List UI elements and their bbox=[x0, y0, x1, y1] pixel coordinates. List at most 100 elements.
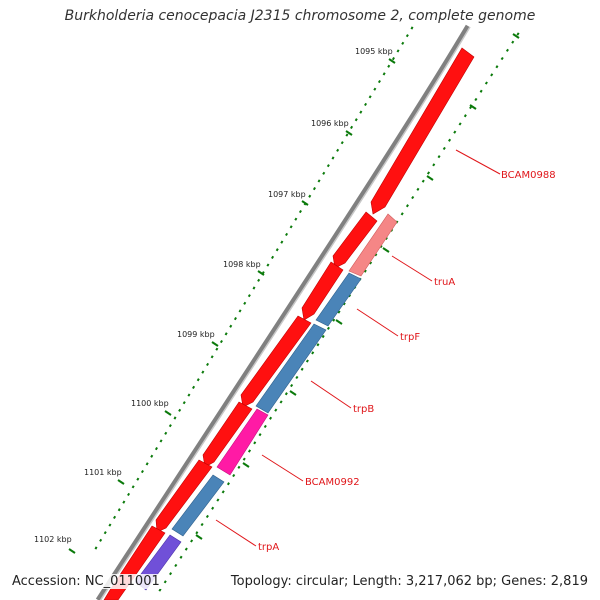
genome-backbone bbox=[95, 24, 471, 600]
outer-tick bbox=[266, 263, 270, 267]
outer-tick bbox=[294, 217, 298, 221]
outer-tick bbox=[173, 416, 177, 420]
outer-kbp-mark bbox=[164, 410, 172, 416]
outer-tick bbox=[145, 462, 149, 466]
outer-tick bbox=[396, 49, 400, 53]
cds-outer-3[interactable] bbox=[301, 261, 344, 321]
inner-tick bbox=[200, 522, 204, 527]
kbp-label-1101: 1101 kbp bbox=[84, 468, 122, 477]
outer-tick bbox=[99, 538, 103, 542]
leader-bcam0992 bbox=[261, 454, 304, 482]
outer-tick bbox=[317, 179, 321, 183]
inner-tick bbox=[463, 114, 467, 118]
inner-tick bbox=[247, 449, 252, 453]
inner-tick bbox=[253, 441, 257, 445]
inner-tick bbox=[416, 187, 420, 191]
outer-tick bbox=[401, 41, 405, 45]
outer-tick bbox=[257, 278, 261, 282]
inner-tick bbox=[237, 465, 241, 469]
label-trpb[interactable]: trpB bbox=[353, 404, 374, 415]
inner-tick bbox=[421, 179, 425, 183]
inner-tick bbox=[263, 424, 267, 429]
inner-tick bbox=[205, 514, 209, 519]
cds-bcam0988[interactable] bbox=[370, 47, 475, 215]
outer-tick bbox=[368, 95, 372, 99]
outer-tick bbox=[247, 294, 251, 298]
outer-kbp-mark bbox=[117, 479, 125, 485]
outer-tick bbox=[308, 194, 312, 198]
outer-tick bbox=[229, 324, 233, 328]
inner-tick bbox=[384, 236, 388, 241]
outer-tick bbox=[280, 240, 284, 244]
inner-tick bbox=[163, 580, 167, 584]
outer-tick bbox=[243, 301, 247, 305]
inner-tick bbox=[300, 367, 304, 371]
label-trua[interactable]: truA bbox=[434, 277, 455, 288]
outer-tick-track bbox=[94, 26, 414, 550]
inner-tick bbox=[190, 539, 194, 543]
outer-kbp-mark bbox=[68, 548, 76, 554]
label-bcam0992[interactable]: BCAM0992 bbox=[305, 477, 360, 488]
cds-outer-4[interactable] bbox=[240, 315, 312, 408]
outer-tick bbox=[154, 446, 158, 451]
map-title: Burkholderia cenocepacia J2315 chromosom… bbox=[64, 8, 536, 24]
cds-outer-2[interactable] bbox=[332, 211, 378, 269]
inner-tick bbox=[258, 433, 262, 437]
inner-tick bbox=[337, 310, 341, 314]
gene-trpf[interactable] bbox=[315, 272, 362, 327]
outer-tick bbox=[210, 355, 214, 359]
outer-tick bbox=[94, 546, 98, 550]
inner-tick bbox=[505, 48, 509, 52]
outer-tick bbox=[178, 408, 182, 412]
outer-kbp-mark bbox=[388, 58, 396, 64]
inner-tick bbox=[437, 155, 441, 159]
outer-tick bbox=[373, 87, 377, 91]
outer-tick bbox=[326, 164, 330, 168]
cds-outer-5[interactable] bbox=[202, 401, 253, 468]
label-bcam0988[interactable]: BCAM0988 bbox=[501, 170, 556, 181]
inner-tick bbox=[432, 163, 436, 167]
leader-trua bbox=[391, 255, 433, 282]
gene-trpa[interactable] bbox=[171, 474, 225, 537]
accession-label: Accession: NC_011001 bbox=[10, 574, 162, 589]
outer-tick bbox=[387, 64, 391, 68]
gene-labels: BCAM0988 truA trpF trpB BCAM0992 trpA bbox=[258, 170, 556, 553]
kbp-labels: 1095 kbp 1096 kbp 1097 kbp 1098 kbp 1099… bbox=[34, 47, 393, 544]
outer-tick bbox=[224, 332, 228, 336]
outer-tick bbox=[354, 118, 358, 122]
topology-info: Topology: circular; Length: 3,217,062 bp… bbox=[228, 574, 590, 589]
outer-tick bbox=[331, 156, 335, 160]
inner-tick bbox=[379, 244, 383, 249]
cds-outer-6[interactable] bbox=[155, 459, 213, 533]
inner-tick bbox=[374, 253, 378, 257]
outer-tick bbox=[164, 431, 168, 435]
inner-tick bbox=[400, 212, 404, 216]
label-trpa[interactable]: trpA bbox=[258, 542, 279, 553]
inner-tick bbox=[169, 572, 173, 576]
inner-tick bbox=[363, 269, 367, 273]
gene-bcam0992[interactable] bbox=[216, 408, 269, 476]
outer-kbp-mark bbox=[257, 270, 265, 276]
inner-kbp-mark bbox=[469, 104, 477, 110]
outer-tick bbox=[131, 485, 135, 489]
inner-tick bbox=[174, 563, 178, 568]
outer-tick bbox=[410, 26, 414, 30]
outer-tick bbox=[136, 477, 140, 481]
leader-trpa bbox=[215, 519, 257, 547]
outer-kbp-mark bbox=[211, 341, 219, 347]
outer-tick bbox=[350, 125, 354, 130]
outer-tick bbox=[340, 141, 344, 145]
outer-tick bbox=[391, 56, 395, 61]
inner-tick bbox=[269, 416, 273, 420]
inner-tick bbox=[295, 375, 299, 380]
gene-trpb[interactable] bbox=[255, 323, 327, 414]
outer-tick bbox=[187, 393, 191, 397]
inner-tick bbox=[411, 195, 415, 200]
outer-tick bbox=[192, 385, 196, 390]
outer-tick bbox=[336, 148, 340, 152]
outer-cds-track bbox=[103, 47, 475, 600]
kbp-label-1102: 1102 kbp bbox=[34, 535, 72, 544]
label-trpf[interactable]: trpF bbox=[400, 332, 420, 343]
outer-tick bbox=[113, 515, 117, 520]
gene-trua[interactable] bbox=[348, 213, 398, 277]
